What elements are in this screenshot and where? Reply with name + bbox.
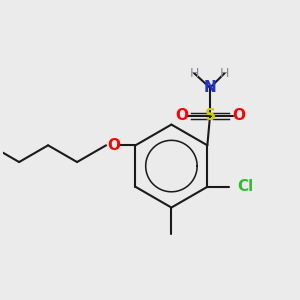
Text: O: O [107, 138, 120, 153]
Text: O: O [175, 108, 188, 123]
Text: H: H [220, 67, 230, 80]
Text: H: H [189, 67, 199, 80]
Text: N: N [204, 80, 216, 95]
Text: O: O [232, 108, 245, 123]
Text: Cl: Cl [237, 179, 253, 194]
Text: S: S [205, 108, 215, 123]
